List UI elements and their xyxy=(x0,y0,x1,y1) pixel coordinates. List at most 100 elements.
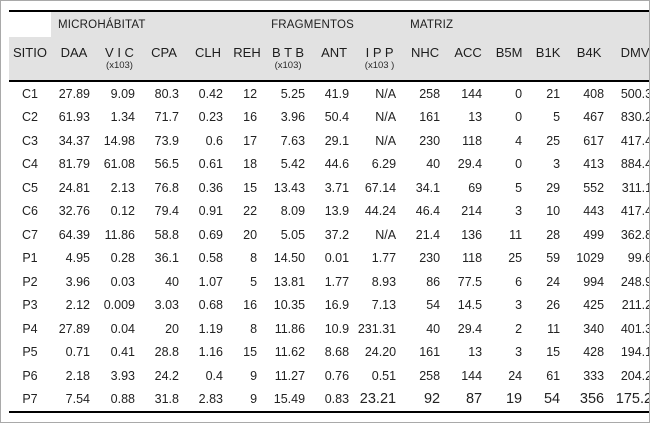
value-cell: 5.25 xyxy=(280,86,306,101)
table-row-c6: C6 32.76 0.12 79.4 0.91 22 8.09 13.9 44.24 46.4 21… xyxy=(9,200,649,224)
value-cell: 8 xyxy=(250,321,258,336)
value-cell: 11.62 xyxy=(274,345,306,360)
column-unit-label xyxy=(489,60,529,72)
column-label: I P P xyxy=(365,45,394,60)
value-cell: 0.6 xyxy=(205,133,223,148)
site-cell: C3 xyxy=(22,133,38,148)
value-cell: 0.04 xyxy=(110,321,135,336)
value-cell: 7.13 xyxy=(371,298,397,313)
value-cell: N/A xyxy=(375,86,397,101)
value-cell: 34.1 xyxy=(415,180,441,195)
value-cell: 16 xyxy=(243,110,258,125)
value-cell: 11.86 xyxy=(104,227,135,242)
table-row-p2: P2 3.96 0.03 40 1.07 5 13.81 1.77 8.93 86 77.5 6 24 9… xyxy=(9,270,650,294)
column-label: NHC xyxy=(411,45,440,60)
value-cell: 24 xyxy=(546,274,561,289)
table-row-c1: C1 27.89 9.09 80.3 0.42 12 5.25 41.9 N/A 258 144 0 2… xyxy=(9,81,649,106)
value-cell: 0.23 xyxy=(198,110,223,125)
value-cell: 92 xyxy=(423,391,441,408)
value-cell: 9.09 xyxy=(110,86,135,101)
column-header-i-p-p: I P P (x103 ) xyxy=(356,37,404,82)
column-label: B5M xyxy=(495,45,523,60)
value-cell: 1.77 xyxy=(371,251,397,266)
column-header-b4k: B4K xyxy=(567,37,612,82)
value-cell: 46.4 xyxy=(415,204,441,219)
value-cell: 15 xyxy=(243,180,258,195)
column-label: CPA xyxy=(151,45,177,60)
value-cell: 15 xyxy=(243,345,258,360)
site-cell: C7 xyxy=(22,227,38,242)
table-row-c3: C3 34.37 14.98 73.9 0.6 17 7.63 29.1 N/A 230 118 4 2… xyxy=(9,129,650,153)
value-cell: 1.07 xyxy=(198,274,223,289)
value-cell: 413 xyxy=(583,157,605,172)
value-cell: 67.14 xyxy=(364,180,397,195)
value-cell: 29.1 xyxy=(324,133,350,148)
value-cell: 29 xyxy=(546,180,561,195)
column-unit-label xyxy=(447,60,489,72)
value-cell: 4.95 xyxy=(65,251,90,266)
value-cell: 59 xyxy=(546,251,561,266)
value-cell: 1.77 xyxy=(324,274,350,289)
value-cell: 31.8 xyxy=(154,392,179,407)
value-cell: 61 xyxy=(546,368,561,383)
value-cell: 417.4 xyxy=(620,133,650,148)
value-cell: 18 xyxy=(243,157,258,172)
column-label: SITIO xyxy=(13,45,47,60)
value-cell: N/A xyxy=(375,133,397,148)
value-cell: 21.4 xyxy=(415,227,441,242)
value-cell: 884.4 xyxy=(620,157,650,172)
value-cell: 4 xyxy=(515,133,523,148)
value-cell: 16.9 xyxy=(324,298,350,313)
column-header-sitio: SITIO xyxy=(9,37,51,82)
value-cell: 40 xyxy=(426,321,441,336)
value-cell: 13 xyxy=(468,345,483,360)
value-cell: 194.1 xyxy=(620,345,650,360)
value-cell: 8.93 xyxy=(371,274,397,289)
column-header-b1k: B1K xyxy=(529,37,568,82)
value-cell: 3.71 xyxy=(324,180,350,195)
value-cell: 0 xyxy=(515,86,523,101)
value-cell: 58.8 xyxy=(154,227,179,242)
value-cell: 41.9 xyxy=(324,86,350,101)
column-label: ACC xyxy=(454,45,482,60)
value-cell: 24.81 xyxy=(58,180,90,195)
value-cell: 6 xyxy=(515,274,523,289)
value-cell: 24.2 xyxy=(154,368,179,383)
value-cell: 64.39 xyxy=(58,227,90,242)
table-row-p6: P6 2.18 3.93 24.2 0.4 9 11.27 0.76 0.51 258 144 24 6… xyxy=(9,364,650,388)
value-cell: 25 xyxy=(546,133,561,148)
column-header-reh: REH xyxy=(230,37,265,82)
value-cell: 20 xyxy=(243,227,258,242)
value-cell: 144 xyxy=(461,368,483,383)
value-cell: 830.2 xyxy=(620,110,650,125)
value-cell: 21 xyxy=(546,86,561,101)
value-cell: 13.81 xyxy=(273,274,306,289)
value-cell: 5.42 xyxy=(280,157,306,172)
value-cell: 36.1 xyxy=(154,251,179,266)
table-row-c5: C5 24.81 2.13 76.8 0.36 15 13.43 3.71 67.14 34.1 6… xyxy=(9,176,650,200)
value-cell: 311.1 xyxy=(621,180,650,195)
column-unit-label xyxy=(529,60,567,72)
column-unit-label xyxy=(611,60,649,72)
value-cell: 443 xyxy=(583,204,605,219)
value-cell: 13 xyxy=(468,110,483,125)
table-body: C1 27.89 9.09 80.3 0.42 12 5.25 41.9 N/A 258 144 0 2… xyxy=(9,81,650,412)
value-cell: 10 xyxy=(546,204,561,219)
value-cell: 40 xyxy=(165,274,179,289)
value-cell: 499 xyxy=(583,227,605,242)
value-cell: 408 xyxy=(583,86,605,101)
value-cell: 248.9 xyxy=(620,274,650,289)
value-cell: 258 xyxy=(419,368,441,383)
value-cell: 0.28 xyxy=(110,251,135,266)
value-cell: 204.2 xyxy=(620,368,650,383)
column-header-b-t-b: B T B (x103) xyxy=(264,37,313,82)
value-cell: 0.42 xyxy=(198,86,223,101)
value-cell: 136 xyxy=(461,227,483,242)
value-cell: 81.79 xyxy=(58,157,90,172)
value-cell: 14.98 xyxy=(103,133,135,148)
column-unit-label xyxy=(186,60,230,72)
value-cell: 3.96 xyxy=(65,274,90,289)
column-header-row: SITIO DAA V I C (x103) CPA CLH REH B T B (x103) A… xyxy=(9,37,649,82)
value-cell: 0.36 xyxy=(198,180,223,195)
